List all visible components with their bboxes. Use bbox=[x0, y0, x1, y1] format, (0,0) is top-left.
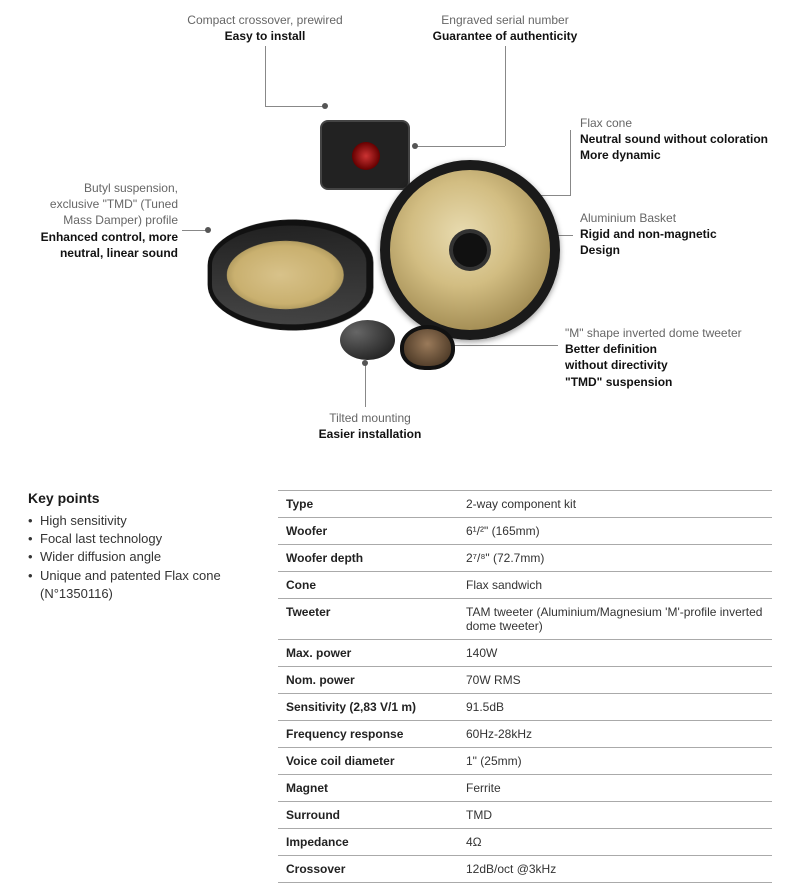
callout-text: Mass Damper) profile bbox=[18, 212, 178, 228]
pin-dot bbox=[322, 103, 328, 109]
pin-line bbox=[265, 106, 325, 107]
callout-text: Easier installation bbox=[290, 426, 450, 442]
pin-line bbox=[570, 130, 571, 196]
table-row: SurroundTMD bbox=[278, 802, 772, 829]
callout-text: Compact crossover, prewired bbox=[165, 12, 365, 28]
callout-text: neutral, linear sound bbox=[18, 245, 178, 261]
spec-value: 2-way component kit bbox=[458, 491, 772, 518]
callout-text: Aluminium Basket bbox=[580, 210, 770, 226]
spec-value: Flax sandwich bbox=[458, 572, 772, 599]
table-row: Woofer6¹/²" (165mm) bbox=[278, 518, 772, 545]
callout-text: Butyl suspension, bbox=[18, 180, 178, 196]
table-row: TweeterTAM tweeter (Aluminium/Magnesium … bbox=[278, 599, 772, 640]
spec-label: Surround bbox=[278, 802, 458, 829]
callout-text: Flax cone bbox=[580, 115, 770, 131]
spec-value: 4Ω bbox=[458, 829, 772, 856]
callout-tilted: Tilted mounting Easier installation bbox=[290, 410, 450, 442]
callout-text: Tilted mounting bbox=[290, 410, 450, 426]
list-item: Focal last technology bbox=[28, 530, 248, 548]
spec-label: Magnet bbox=[278, 775, 458, 802]
spec-value: 60Hz-28kHz bbox=[458, 721, 772, 748]
spec-value: 12dB/oct @3kHz bbox=[458, 856, 772, 883]
callout-text: More dynamic bbox=[580, 147, 770, 163]
spec-label: Tweeter bbox=[278, 599, 458, 640]
callout-suspension: Butyl suspension, exclusive "TMD" (Tuned… bbox=[18, 180, 178, 261]
spec-label: Type bbox=[278, 491, 458, 518]
spec-value: 140W bbox=[458, 640, 772, 667]
spec-label: Crossover bbox=[278, 856, 458, 883]
keypoints-list: High sensitivity Focal last technology W… bbox=[28, 512, 248, 603]
callout-flax: Flax cone Neutral sound without colorati… bbox=[580, 115, 770, 164]
callout-text: Guarantee of authenticity bbox=[400, 28, 610, 44]
crossover-box bbox=[320, 120, 410, 190]
woofer-side-view bbox=[208, 212, 374, 338]
spec-label: Frequency response bbox=[278, 721, 458, 748]
tweeter-copper bbox=[400, 325, 455, 370]
product-illustration bbox=[190, 120, 560, 400]
list-item: Unique and patented Flax cone (N°1350116… bbox=[28, 567, 248, 603]
callout-text: Rigid and non-magnetic bbox=[580, 226, 770, 242]
callout-serial: Engraved serial number Guarantee of auth… bbox=[400, 12, 610, 44]
callout-text: Engraved serial number bbox=[400, 12, 610, 28]
table-row: Type2-way component kit bbox=[278, 491, 772, 518]
spec-label: Woofer depth bbox=[278, 545, 458, 572]
list-item: Wider diffusion angle bbox=[28, 548, 248, 566]
table-row: MagnetFerrite bbox=[278, 775, 772, 802]
table-row: Sensitivity (2,83 V/1 m)91.5dB bbox=[278, 694, 772, 721]
callout-text: Easy to install bbox=[165, 28, 365, 44]
spec-value: Ferrite bbox=[458, 775, 772, 802]
spec-value: 70W RMS bbox=[458, 667, 772, 694]
keypoints-heading: Key points bbox=[28, 490, 248, 506]
spec-label: Cone bbox=[278, 572, 458, 599]
spec-value: TAM tweeter (Aluminium/Magnesium 'M'-pro… bbox=[458, 599, 772, 640]
callout-text: Design bbox=[580, 242, 770, 258]
table-row: Nom. power70W RMS bbox=[278, 667, 772, 694]
callout-tweeter: "M" shape inverted dome tweeter Better d… bbox=[565, 325, 785, 390]
woofer-front-view bbox=[380, 160, 560, 340]
callout-text: Enhanced control, more bbox=[18, 229, 178, 245]
spec-label: Woofer bbox=[278, 518, 458, 545]
spec-label: Max. power bbox=[278, 640, 458, 667]
table-row: Crossover12dB/oct @3kHz bbox=[278, 856, 772, 883]
spec-label: Voice coil diameter bbox=[278, 748, 458, 775]
callout-text: Better definition bbox=[565, 341, 785, 357]
callout-text: "TMD" suspension bbox=[565, 374, 785, 390]
callout-basket: Aluminium Basket Rigid and non-magnetic … bbox=[580, 210, 770, 259]
callout-text: without directivity bbox=[565, 357, 785, 373]
table-row: Max. power140W bbox=[278, 640, 772, 667]
spec-table: Type2-way component kitWoofer6¹/²" (165m… bbox=[278, 490, 772, 883]
table-row: ConeFlax sandwich bbox=[278, 572, 772, 599]
list-item: High sensitivity bbox=[28, 512, 248, 530]
spec-value: TMD bbox=[458, 802, 772, 829]
spec-value: 91.5dB bbox=[458, 694, 772, 721]
pin-line bbox=[265, 46, 266, 106]
table-row: Impedance4Ω bbox=[278, 829, 772, 856]
callout-text: "M" shape inverted dome tweeter bbox=[565, 325, 785, 341]
callout-crossover: Compact crossover, prewired Easy to inst… bbox=[165, 12, 365, 44]
table-row: Frequency response60Hz-28kHz bbox=[278, 721, 772, 748]
table-row: Woofer depth2⁷/⁸" (72.7mm) bbox=[278, 545, 772, 572]
spec-label: Nom. power bbox=[278, 667, 458, 694]
keypoints: Key points High sensitivity Focal last t… bbox=[28, 490, 248, 883]
table-row: Voice coil diameter1" (25mm) bbox=[278, 748, 772, 775]
bottom-section: Key points High sensitivity Focal last t… bbox=[28, 490, 772, 883]
spec-value: 1" (25mm) bbox=[458, 748, 772, 775]
spec-label: Impedance bbox=[278, 829, 458, 856]
tweeter-black bbox=[340, 320, 395, 360]
spec-label: Sensitivity (2,83 V/1 m) bbox=[278, 694, 458, 721]
spec-value: 2⁷/⁸" (72.7mm) bbox=[458, 545, 772, 572]
callout-text: Neutral sound without coloration bbox=[580, 131, 770, 147]
spec-value: 6¹/²" (165mm) bbox=[458, 518, 772, 545]
callout-text: exclusive "TMD" (Tuned bbox=[18, 196, 178, 212]
